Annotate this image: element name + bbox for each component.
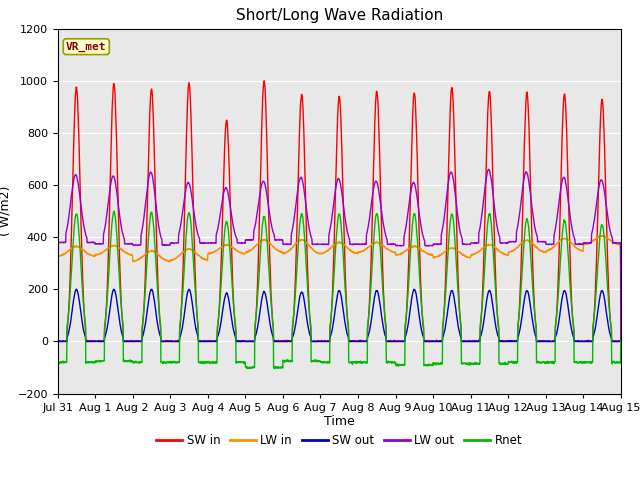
SW out xyxy=(617,338,625,344)
SW in xyxy=(617,338,625,344)
LW out xyxy=(368,199,376,204)
LW out xyxy=(583,240,591,246)
Line: SW out: SW out xyxy=(58,289,621,341)
SW in xyxy=(504,338,511,344)
LW in xyxy=(583,241,591,247)
SW in xyxy=(583,338,591,344)
LW in xyxy=(211,249,218,254)
LW out xyxy=(485,167,493,172)
SW out xyxy=(583,338,591,344)
LW in xyxy=(368,242,376,248)
Rnet xyxy=(369,262,376,267)
SW in xyxy=(54,338,61,344)
SW out xyxy=(568,325,575,331)
SW in xyxy=(369,219,376,225)
LW out xyxy=(503,240,511,246)
SW out xyxy=(211,338,218,344)
LW out xyxy=(617,339,625,345)
LW in xyxy=(503,252,511,258)
SW out xyxy=(368,315,376,321)
Line: LW in: LW in xyxy=(58,235,621,342)
X-axis label: Time: Time xyxy=(324,415,355,429)
Rnet xyxy=(617,338,625,344)
LW out xyxy=(54,240,61,245)
Legend: SW in, LW in, SW out, LW out, Rnet: SW in, LW in, SW out, LW out, Rnet xyxy=(151,429,527,452)
Line: LW out: LW out xyxy=(58,169,621,342)
SW out xyxy=(503,338,511,344)
Rnet xyxy=(54,359,61,364)
LW in xyxy=(356,250,364,255)
Rnet xyxy=(568,303,575,309)
SW in xyxy=(568,295,575,301)
Rnet xyxy=(583,359,591,365)
Y-axis label: ( W/m2): ( W/m2) xyxy=(0,186,12,236)
SW in xyxy=(356,338,364,344)
Rnet xyxy=(211,360,219,366)
SW in xyxy=(54,338,61,344)
LW in xyxy=(54,254,61,260)
SW out xyxy=(410,287,418,292)
LW out xyxy=(568,221,575,227)
Title: Short/Long Wave Radiation: Short/Long Wave Radiation xyxy=(236,9,443,24)
Rnet xyxy=(271,366,279,372)
SW out xyxy=(54,338,61,344)
LW in xyxy=(598,232,606,238)
SW in xyxy=(211,338,219,344)
Rnet xyxy=(356,360,364,366)
Rnet xyxy=(110,208,118,214)
Rnet xyxy=(504,361,511,367)
SW out xyxy=(356,338,364,344)
LW in xyxy=(617,339,625,345)
Line: Rnet: Rnet xyxy=(58,211,621,369)
LW out xyxy=(211,240,218,246)
Line: SW in: SW in xyxy=(58,81,621,341)
LW out xyxy=(356,241,364,247)
Text: VR_met: VR_met xyxy=(66,42,106,52)
LW in xyxy=(567,240,575,246)
SW in xyxy=(260,78,268,84)
